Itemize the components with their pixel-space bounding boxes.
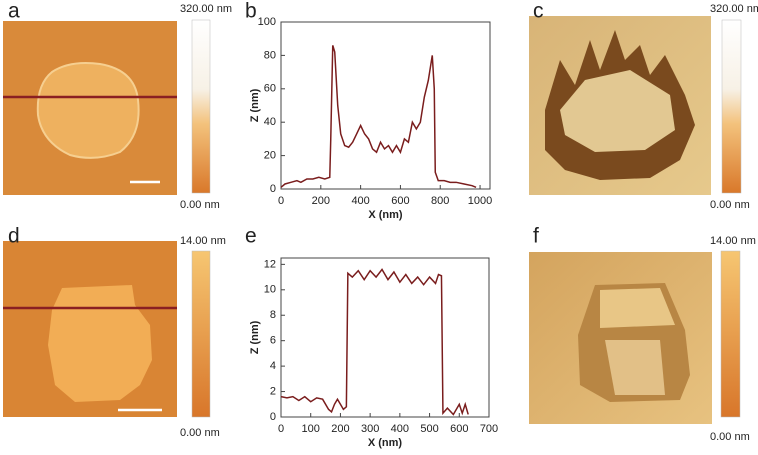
x-tick-label: 0 [278, 195, 284, 207]
panel-label: f [533, 225, 539, 248]
y-tick-label: 8 [270, 309, 276, 321]
y-tick-label: 0 [270, 411, 276, 423]
afm-image-a [3, 21, 177, 195]
y-tick-label: 80 [264, 49, 276, 61]
afm-image-d [3, 241, 177, 417]
colorbar-min: 0.00 nm [180, 427, 220, 439]
x-tick-label: 400 [391, 423, 409, 435]
y-axis-title: Z (nm) [249, 88, 261, 122]
y-tick-label: 12 [264, 258, 276, 270]
panel-label: a [8, 0, 20, 23]
x-tick-label: 0 [278, 423, 284, 435]
x-axis-title: X (nm) [368, 437, 403, 449]
panel-label: b [245, 0, 257, 23]
colorbar-max: 14.00 nm [180, 235, 226, 247]
x-tick-label: 600 [391, 195, 409, 207]
x-tick-label: 500 [420, 423, 438, 435]
y-tick-label: 2 [270, 385, 276, 397]
y-tick-label: 20 [264, 150, 276, 162]
y-tick-label: 4 [270, 360, 276, 372]
x-tick-label: 800 [431, 195, 449, 207]
panel-label: c [533, 0, 544, 23]
plot-frame [280, 257, 490, 418]
panel-label: e [245, 225, 257, 248]
colorbar-c [721, 19, 742, 194]
afm-3d-c [529, 16, 711, 195]
x-tick-label: 300 [361, 423, 379, 435]
colorbar-f [720, 250, 741, 418]
y-tick-label: 60 [264, 83, 276, 95]
x-tick-label: 1000 [468, 195, 492, 207]
colorbar-min: 0.00 nm [710, 199, 750, 211]
profile-line [280, 268, 469, 416]
profile-line [280, 45, 477, 189]
y-tick-label: 10 [264, 284, 276, 296]
colorbar-max: 320.00 nm [180, 3, 232, 15]
x-tick-label: 700 [480, 423, 498, 435]
y-axis-title: Z (nm) [249, 320, 261, 354]
plot-frame [280, 21, 491, 190]
x-tick-label: 400 [351, 195, 369, 207]
x-tick-label: 100 [302, 423, 320, 435]
colorbar-min: 0.00 nm [180, 199, 220, 211]
y-tick-label: 40 [264, 116, 276, 128]
x-tick-label: 200 [331, 423, 349, 435]
colorbar-max: 14.00 nm [710, 235, 756, 247]
x-axis-title: X (nm) [368, 209, 403, 221]
panel-label: d [8, 225, 20, 248]
y-tick-label: 6 [270, 335, 276, 347]
y-tick-label: 0 [270, 183, 276, 195]
afm-3d-f [529, 252, 712, 424]
colorbar-d [191, 250, 211, 418]
y-tick-label: 100 [258, 16, 276, 28]
colorbar-min: 0.00 nm [710, 431, 750, 443]
x-tick-label: 200 [312, 195, 330, 207]
x-tick-label: 600 [450, 423, 468, 435]
colorbar-a [191, 19, 211, 194]
colorbar-max: 320.00 nm [710, 3, 758, 15]
